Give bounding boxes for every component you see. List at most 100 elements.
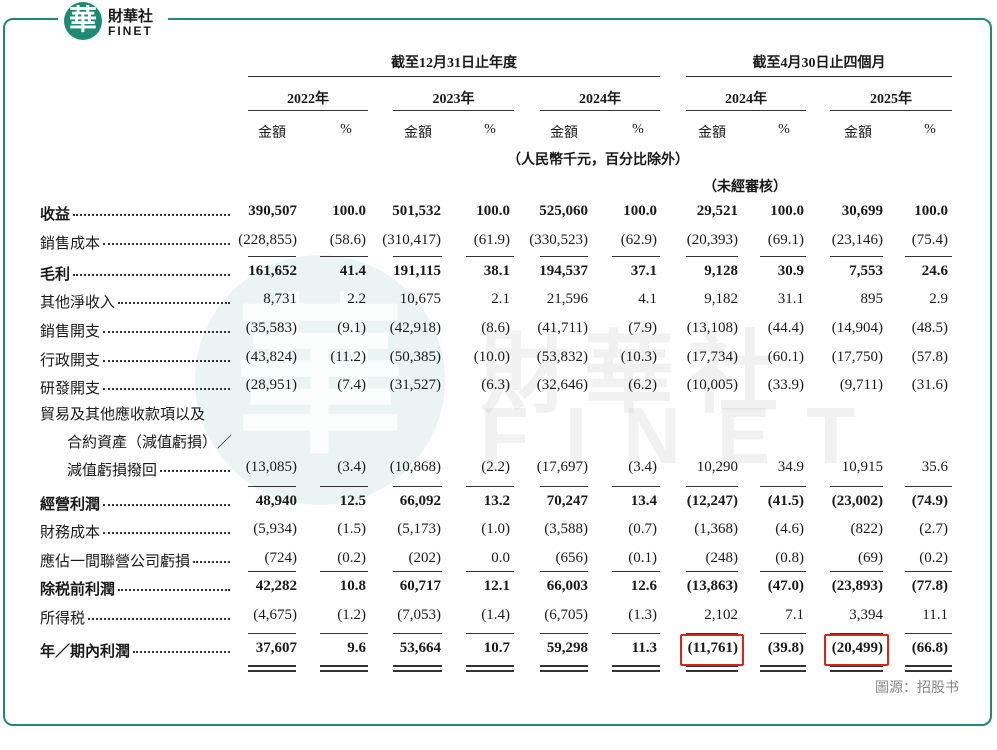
logo-en: FINET xyxy=(108,24,153,38)
value-cell: (724) xyxy=(264,550,298,566)
total-rule xyxy=(540,633,588,634)
label-text: 應佔一間聯營公司虧損 xyxy=(40,554,191,570)
value-cell: 11.3 xyxy=(631,640,657,656)
total-rule xyxy=(905,633,952,634)
value-cell: (4.6) xyxy=(775,521,804,537)
value-cell: (17,697) xyxy=(536,459,588,475)
total-rule xyxy=(320,256,368,257)
value-cell: 12.1 xyxy=(483,578,510,594)
value-cell: 390,507 xyxy=(248,203,297,219)
label-text: 年／期內利潤 xyxy=(40,644,131,660)
value-cell: (31,527) xyxy=(389,377,441,393)
value-cell: (10,868) xyxy=(389,459,441,475)
value-cell: 9,182 xyxy=(704,291,738,307)
value-cell: (202) xyxy=(408,550,442,566)
value-cell: (60.1) xyxy=(767,349,804,365)
total-rule xyxy=(760,633,806,634)
double-rule xyxy=(540,670,588,672)
year-header: 2024年 xyxy=(725,92,767,107)
value-cell: (13,085) xyxy=(245,459,297,475)
value-cell: (3,588) xyxy=(544,521,588,537)
total-rule xyxy=(612,256,660,257)
double-rule xyxy=(466,670,514,672)
value-cell: (248) xyxy=(705,550,739,566)
value-cell: 2.1 xyxy=(491,291,510,307)
total-rule xyxy=(760,571,806,572)
total-rule xyxy=(540,571,588,572)
value-cell: 7,553 xyxy=(849,263,883,279)
row-label: 除税前利潤 xyxy=(40,578,230,599)
dot-leader xyxy=(103,388,230,390)
value-cell: (20,499) xyxy=(831,640,883,656)
value-cell: (6.3) xyxy=(481,377,510,393)
value-cell: 191,115 xyxy=(393,263,441,279)
value-cell: (23,002) xyxy=(831,493,883,509)
dot-leader xyxy=(103,532,230,534)
label-text: 合約資產（減值虧損）／ xyxy=(67,435,233,451)
value-cell: (330,523) xyxy=(529,232,588,248)
header-rule xyxy=(248,110,368,111)
value-cell: (6.2) xyxy=(628,377,657,393)
label-text: 除税前利潤 xyxy=(40,582,116,598)
label-text: 財務成本 xyxy=(40,525,101,541)
value-cell: 0.0 xyxy=(491,550,510,566)
value-cell: 2,102 xyxy=(704,607,738,623)
value-cell: (3.4) xyxy=(628,459,657,475)
total-rule xyxy=(686,256,738,257)
amount-header: 金額 xyxy=(258,126,286,141)
value-cell: 41.4 xyxy=(339,263,366,279)
value-cell: (31.6) xyxy=(911,377,948,393)
value-cell: (23,893) xyxy=(831,578,883,594)
frame xyxy=(3,18,992,726)
row-label: 減值虧損撥回 xyxy=(67,459,230,480)
label-text: 經營利潤 xyxy=(40,497,101,513)
row-label: 年／期內利潤 xyxy=(40,640,230,661)
double-rule xyxy=(905,665,952,667)
value-cell: (1.5) xyxy=(337,521,366,537)
dot-leader xyxy=(103,504,230,506)
value-cell: 10,675 xyxy=(399,291,441,307)
double-rule xyxy=(320,665,368,667)
value-cell: (32,646) xyxy=(536,377,588,393)
value-cell: 2.2 xyxy=(347,291,366,307)
total-rule xyxy=(612,486,660,487)
double-rule xyxy=(905,670,952,672)
value-cell: 12.5 xyxy=(339,493,366,509)
value-cell: (77.8) xyxy=(911,578,948,594)
value-cell: (61.9) xyxy=(473,232,510,248)
dot-leader xyxy=(103,331,230,333)
row-label: 合約資產（減值虧損）／ xyxy=(67,431,233,452)
total-rule xyxy=(540,486,588,487)
total-rule xyxy=(320,633,368,634)
dot-leader xyxy=(73,274,230,276)
pct-header: % xyxy=(632,122,644,137)
group-title: 截至4月30日止四個月 xyxy=(752,56,886,71)
row-label: 收益 xyxy=(40,203,230,224)
value-cell: 66,003 xyxy=(546,578,588,594)
value-cell: (1.3) xyxy=(628,607,657,623)
value-cell: (1.4) xyxy=(481,607,510,623)
value-cell: (2.2) xyxy=(481,459,510,475)
total-rule xyxy=(466,571,514,572)
value-cell: (14,904) xyxy=(831,320,883,336)
value-cell: 10.7 xyxy=(483,640,510,656)
double-rule xyxy=(540,665,588,667)
row-label: 銷售開支 xyxy=(40,320,230,341)
value-cell: (17,734) xyxy=(686,349,738,365)
value-cell: (13,108) xyxy=(686,320,738,336)
value-cell: (8.6) xyxy=(481,320,510,336)
value-cell: (17,750) xyxy=(831,349,883,365)
label-text: 貿易及其他應收款項以及 xyxy=(40,407,206,423)
total-rule xyxy=(905,571,952,572)
dot-leader xyxy=(103,360,230,362)
total-rule xyxy=(393,486,442,487)
value-cell: 10,915 xyxy=(841,459,883,475)
row-label: 毛利 xyxy=(40,263,230,284)
row-label: 行政開支 xyxy=(40,349,230,370)
total-rule xyxy=(760,256,806,257)
double-rule xyxy=(393,665,442,667)
value-cell: (0.2) xyxy=(919,550,948,566)
value-cell: (13,863) xyxy=(686,578,738,594)
value-cell: 895 xyxy=(860,291,884,307)
value-cell: (1.0) xyxy=(481,521,510,537)
